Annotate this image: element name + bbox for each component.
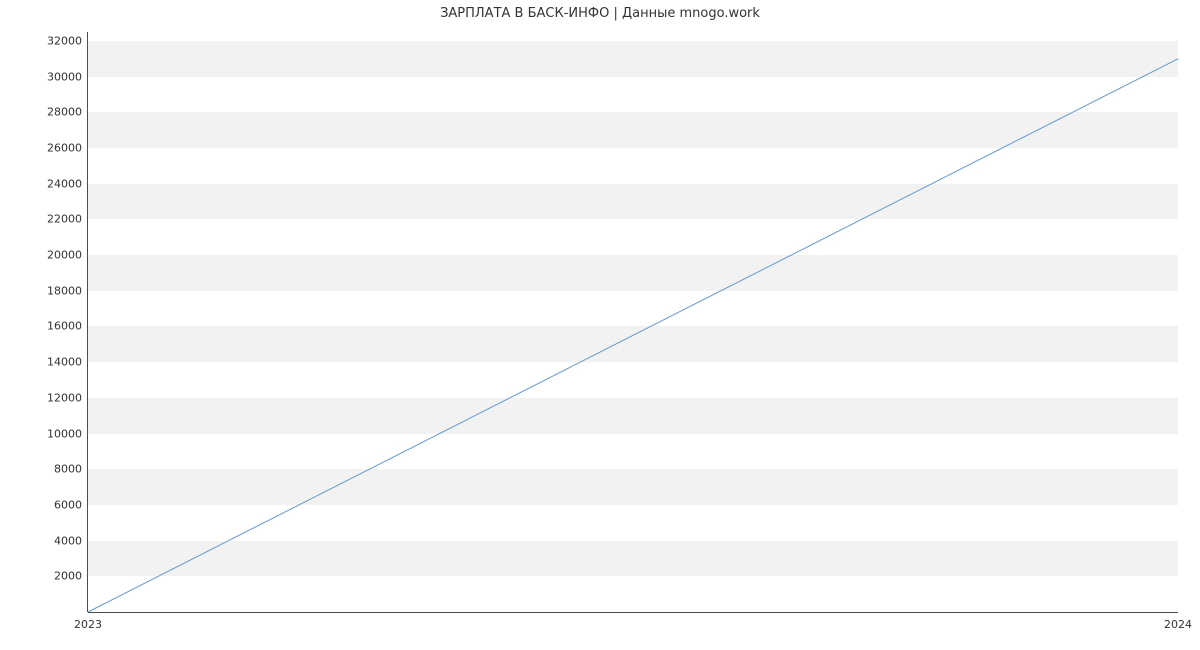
y-tick-label: 6000	[54, 498, 82, 511]
x-tick-label: 2024	[1164, 618, 1192, 631]
x-axis-line	[88, 612, 1178, 613]
y-tick-label: 8000	[54, 463, 82, 476]
y-tick-label: 32000	[47, 34, 82, 47]
y-tick-label: 4000	[54, 534, 82, 547]
chart-title: ЗАРПЛАТА В БАСК-ИНФО | Данные mnogo.work	[0, 6, 1200, 21]
y-tick-label: 24000	[47, 177, 82, 190]
y-tick-label: 16000	[47, 320, 82, 333]
y-tick-label: 20000	[47, 249, 82, 262]
line-series-layer	[88, 32, 1178, 612]
y-tick-label: 12000	[47, 391, 82, 404]
plot-area: 2000400060008000100001200014000160001800…	[88, 32, 1178, 612]
y-tick-label: 26000	[47, 142, 82, 155]
y-tick-label: 10000	[47, 427, 82, 440]
y-tick-label: 30000	[47, 70, 82, 83]
y-tick-label: 28000	[47, 106, 82, 119]
series-line-salary	[88, 59, 1178, 612]
y-axis-line	[87, 32, 88, 612]
y-tick-label: 22000	[47, 213, 82, 226]
x-tick-label: 2023	[74, 618, 102, 631]
y-tick-label: 14000	[47, 356, 82, 369]
y-tick-label: 18000	[47, 284, 82, 297]
salary-line-chart: ЗАРПЛАТА В БАСК-ИНФО | Данные mnogo.work…	[0, 0, 1200, 650]
y-tick-label: 2000	[54, 570, 82, 583]
